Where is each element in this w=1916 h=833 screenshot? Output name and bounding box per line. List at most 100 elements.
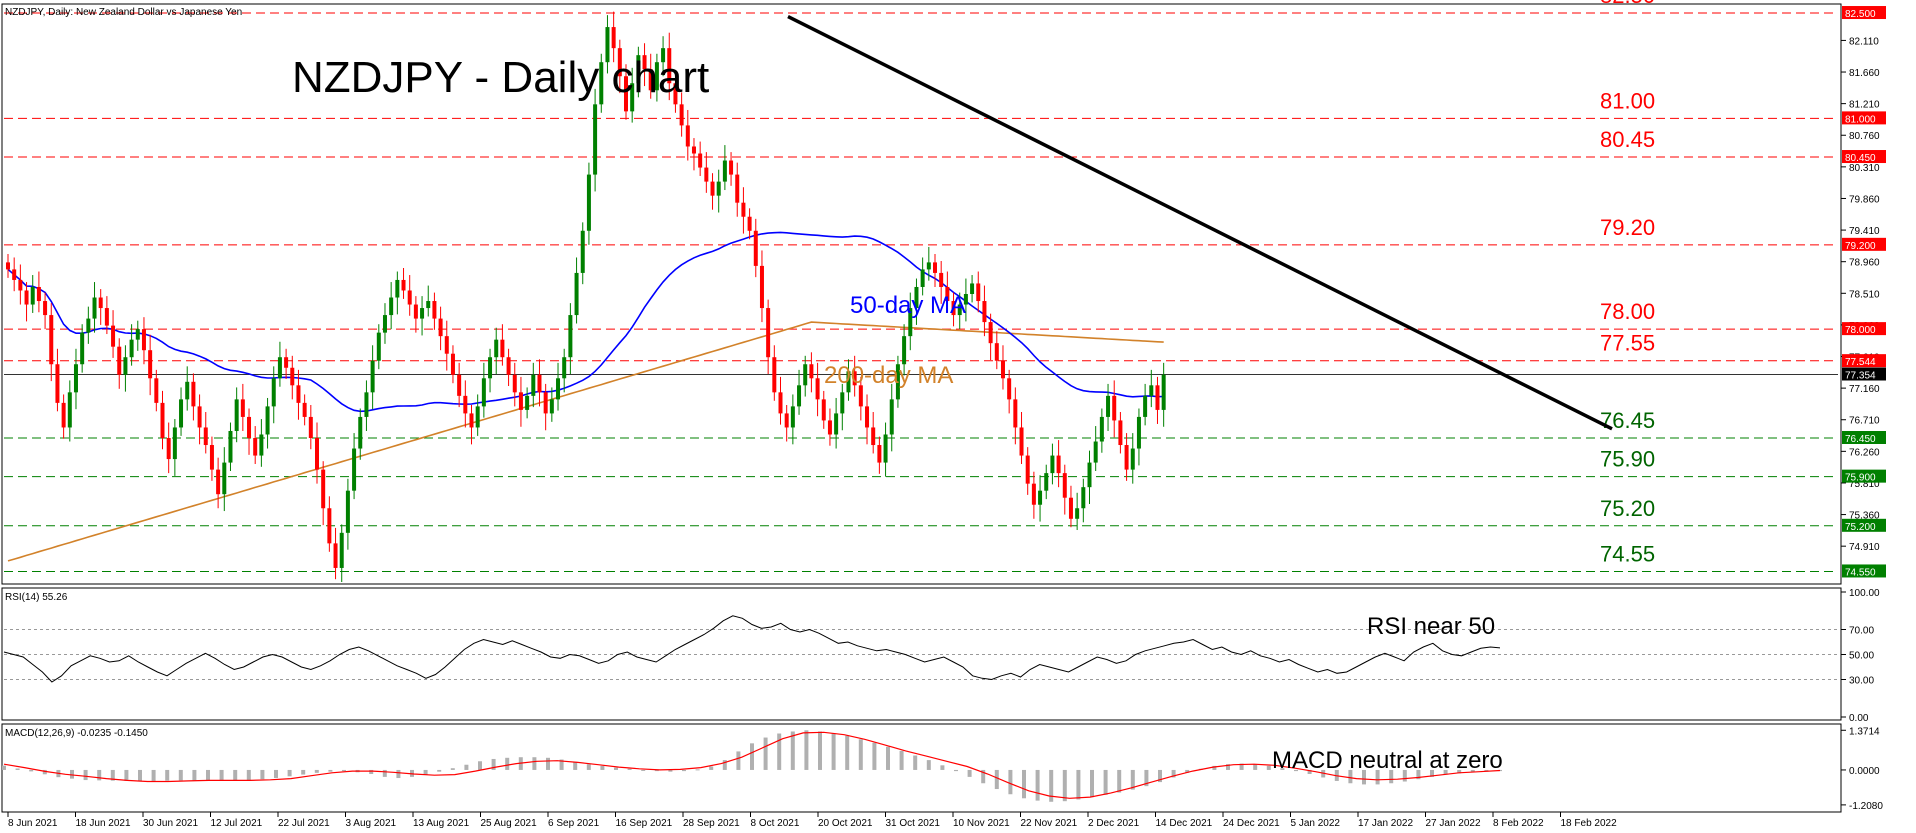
macd-annotation: MACD neutral at zero <box>1272 747 1503 774</box>
candle-body <box>247 416 252 438</box>
price-tag <box>1842 237 1886 251</box>
price-tag <box>1842 6 1886 20</box>
macd-histogram-bar <box>641 769 646 771</box>
candle-body <box>488 357 493 379</box>
x-tick-label: 30 Jun 2021 <box>143 818 198 828</box>
macd-histogram-bar <box>1171 769 1176 778</box>
candle-body <box>1038 490 1043 505</box>
rsi-y-tick-label: 100.00 <box>1849 588 1880 599</box>
candle-body <box>685 125 690 147</box>
level-label: 75.20 <box>1600 496 1655 521</box>
x-tick-label: 3 Aug 2021 <box>346 818 397 828</box>
macd-histogram-bar <box>668 769 673 772</box>
x-tick-label: 8 Oct 2021 <box>751 818 800 828</box>
macd-histogram-bar <box>1375 769 1380 785</box>
macd-histogram-bar <box>178 769 183 781</box>
candle-body <box>933 262 937 273</box>
candle-body <box>401 279 406 291</box>
candle-body <box>376 332 381 361</box>
macd-histogram-bar <box>532 757 537 770</box>
candle-body <box>1062 473 1067 498</box>
candle-body <box>426 301 431 309</box>
candle-body <box>284 357 289 368</box>
candle-body <box>852 371 857 386</box>
macd-histogram-bar <box>1212 765 1217 770</box>
candle-body <box>976 283 981 302</box>
candle-body <box>98 297 103 309</box>
macd-histogram-bar <box>1294 769 1298 772</box>
macd-histogram-bar <box>1185 769 1190 773</box>
candle-body <box>926 262 931 270</box>
x-tick-label: 25 Aug 2021 <box>481 818 538 828</box>
macd-y-tick-label: -1.2080 <box>1849 801 1883 812</box>
level-label: 81.00 <box>1600 88 1655 113</box>
trendline-segment <box>787 14 1613 431</box>
candle-body <box>778 392 783 414</box>
macd-histogram-bar <box>29 769 34 772</box>
candle-body <box>1093 441 1098 463</box>
candle-body <box>67 392 72 428</box>
price-tag <box>1842 354 1886 368</box>
candle-body <box>753 230 758 266</box>
candle-body <box>630 83 635 112</box>
macd-histogram-bar <box>1253 764 1258 770</box>
macd-histogram-bar <box>1389 769 1394 784</box>
candle-body <box>36 286 41 302</box>
candle-body <box>253 438 258 456</box>
candle-body <box>228 430 233 463</box>
level-label: 77.55 <box>1600 331 1655 356</box>
candle-body <box>883 434 888 463</box>
level-label: 78.00 <box>1600 299 1655 324</box>
candle-body <box>1155 385 1160 410</box>
candle-body <box>772 357 777 393</box>
macd-histogram-bar <box>1022 769 1026 799</box>
macd-histogram-bar <box>246 769 251 781</box>
macd-histogram-bar <box>1130 769 1135 790</box>
candle-body <box>691 146 696 154</box>
candle-body <box>290 367 295 386</box>
candle-body <box>957 304 962 316</box>
price-tag <box>1842 431 1886 444</box>
candle-body <box>821 399 826 421</box>
candle-body <box>389 297 394 316</box>
candle-body <box>358 416 363 449</box>
macd-histogram-bar <box>926 760 931 770</box>
x-tick-label: 20 Oct 2021 <box>818 818 873 828</box>
rsi-y-tick-label: 70.00 <box>1849 626 1874 637</box>
candle-body <box>562 357 567 379</box>
candle-body <box>191 381 196 407</box>
macd-histogram-bar <box>260 769 265 780</box>
candle-body <box>179 399 184 428</box>
candle-body <box>611 27 616 49</box>
x-tick-label: 2 Dec 2021 <box>1088 818 1140 828</box>
macd-histogram-bar <box>994 769 999 790</box>
macd-histogram-bar <box>654 769 659 772</box>
macd-histogram-bar <box>559 759 564 770</box>
candle-body <box>834 413 839 435</box>
macd-histogram-bar <box>314 769 319 773</box>
candlesticks <box>6 11 1166 582</box>
candle-body <box>815 378 820 400</box>
candle-body <box>988 322 993 344</box>
candle-body <box>877 445 882 463</box>
macd-histogram-bar <box>804 730 809 770</box>
x-tick-label: 27 Jan 2022 <box>1426 818 1481 828</box>
candle-body <box>982 301 987 323</box>
y-tick-label: 79.860 <box>1849 194 1880 205</box>
x-tick-label: 16 Sep 2021 <box>616 818 673 828</box>
price-tag <box>1842 322 1886 336</box>
candle-body <box>741 202 746 217</box>
y-tick-label: 77.160 <box>1849 384 1880 395</box>
candle-body <box>858 385 863 407</box>
candle-body <box>1130 448 1135 470</box>
y-tick-label: 76.260 <box>1849 447 1880 458</box>
macd-y-tick-label: 0.0000 <box>1849 766 1880 777</box>
x-tick-label: 6 Sep 2021 <box>548 818 600 828</box>
candle-body <box>123 357 128 375</box>
macd-histogram-bar <box>138 769 142 781</box>
rsi-y-tick-label: 50.00 <box>1849 651 1874 662</box>
level-label: 75.90 <box>1600 447 1655 472</box>
macd-histogram-bar <box>1076 769 1081 800</box>
trendline <box>787 14 1613 431</box>
